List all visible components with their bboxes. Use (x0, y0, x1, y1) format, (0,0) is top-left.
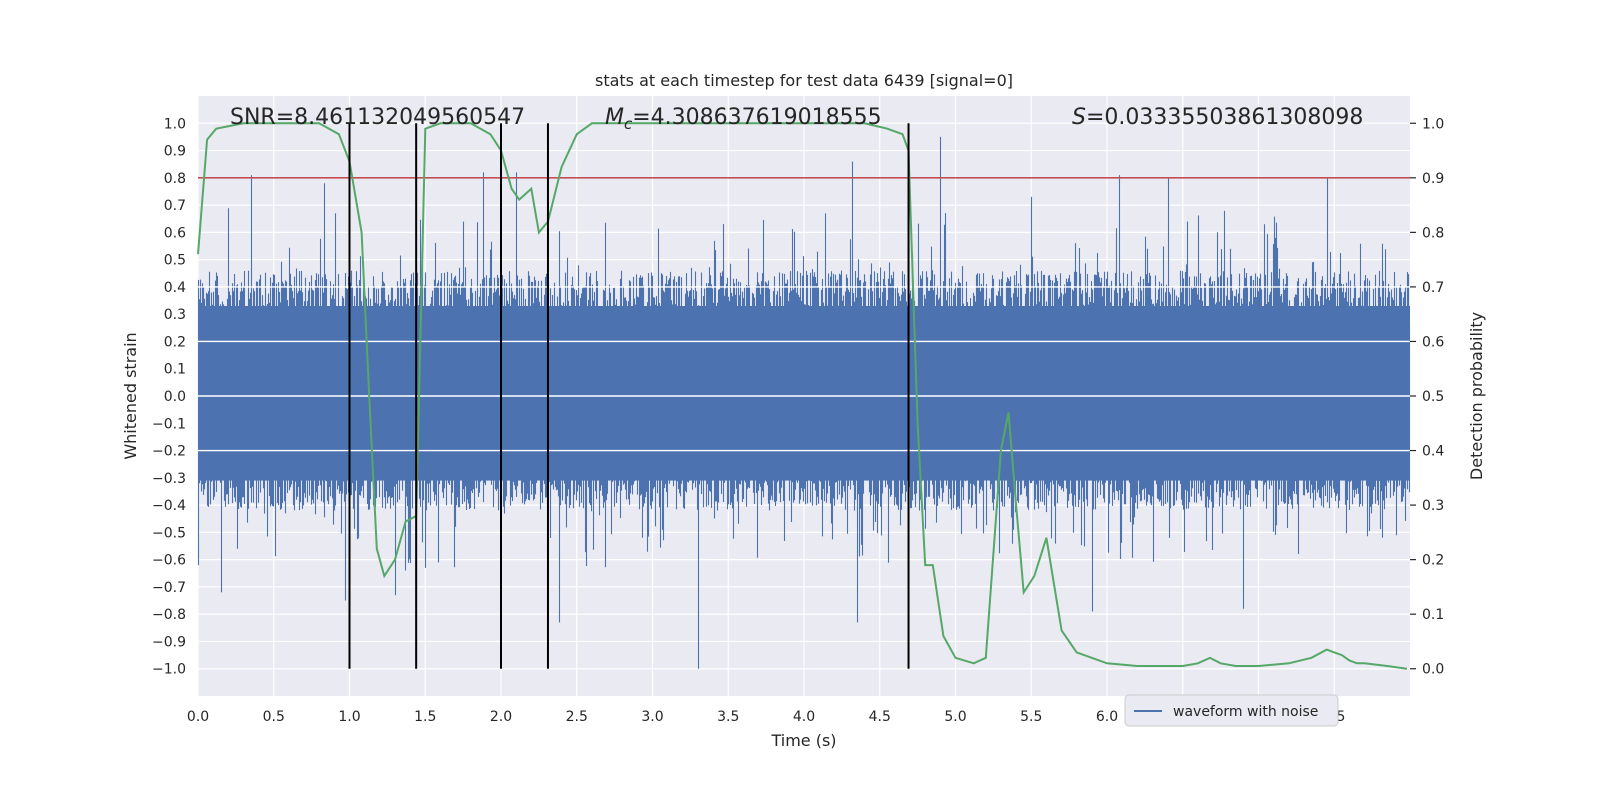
y-axis-label-right: Detection probability (1467, 312, 1486, 480)
waveform-with-noise-series (197, 136, 1411, 669)
x-tick-label: 5.0 (944, 709, 966, 725)
x-tick-label: 6.0 (1096, 709, 1118, 725)
detection-probability-series (197, 122, 1408, 670)
y-left-tick-label: 0.9 (164, 144, 186, 160)
chirp-mass-annotation: Mc=4.308637619018555 (605, 105, 882, 133)
axis-ticks: 0.00.51.01.52.02.53.03.54.04.55.05.56.06… (152, 116, 1444, 725)
y-left-tick-label: −0.9 (152, 634, 186, 650)
statistic-symbol: S (1072, 105, 1086, 130)
legend: waveform with noise (1124, 694, 1339, 727)
y-left-tick-label: 0.0 (164, 389, 186, 405)
y-left-tick-label: 0.8 (164, 171, 186, 187)
y-left-tick-label: 0.1 (164, 362, 186, 378)
chirp-mass-subscript: c (624, 115, 633, 133)
y-right-tick-label: 0.0 (1422, 662, 1444, 678)
y-left-tick-label: −0.5 (152, 525, 186, 541)
y-right-tick-label: 0.4 (1422, 444, 1444, 460)
detection-probability-line (197, 122, 1408, 670)
y-left-tick-label: −0.8 (152, 607, 186, 623)
x-tick-label: 1.0 (338, 709, 360, 725)
y-right-tick-label: 0.5 (1422, 389, 1444, 405)
x-tick-label: 2.0 (490, 709, 512, 725)
y-left-tick-label: −0.6 (152, 553, 186, 569)
x-tick-label: 4.5 (869, 709, 891, 725)
statistic-value: =0.03335503861308098 (1086, 105, 1363, 130)
x-tick-label: 3.0 (641, 709, 663, 725)
y-right-tick-label: 0.6 (1422, 334, 1444, 350)
y-left-tick-label: 0.6 (164, 225, 186, 241)
y-left-tick-label: 0.2 (164, 334, 186, 350)
y-right-tick-label: 0.9 (1422, 171, 1444, 187)
y-left-tick-label: 0.3 (164, 307, 186, 323)
y-right-tick-label: 0.7 (1422, 280, 1444, 296)
y-left-tick-label: 0.5 (164, 253, 186, 269)
statistic-annotation: S=0.03335503861308098 (1072, 105, 1363, 130)
y-left-tick-label: −0.4 (152, 498, 186, 514)
y-right-tick-label: 0.1 (1422, 607, 1444, 623)
y-right-tick-label: 0.3 (1422, 498, 1444, 514)
x-tick-label: 3.5 (717, 709, 739, 725)
vertical-markers (348, 123, 910, 669)
y-left-tick-label: −0.2 (152, 444, 186, 460)
y-left-tick-label: −0.7 (152, 580, 186, 596)
y-right-tick-label: 1.0 (1422, 116, 1444, 132)
y-left-tick-label: 1.0 (164, 116, 186, 132)
legend-box (1124, 694, 1339, 727)
x-tick-label: 4.0 (793, 709, 815, 725)
y-right-tick-label: 0.2 (1422, 553, 1444, 569)
x-tick-label: 1.5 (414, 709, 436, 725)
x-tick-label: 0.0 (187, 709, 209, 725)
x-tick-label: 0.5 (263, 709, 285, 725)
waveform-core-band (198, 306, 1410, 481)
y-left-tick-label: 0.4 (164, 280, 186, 296)
y-left-tick-label: −1.0 (152, 662, 186, 678)
y-left-tick-label: −0.3 (152, 471, 186, 487)
x-tick-label: 2.5 (566, 709, 588, 725)
chirp-mass-symbol: M (605, 105, 624, 130)
x-axis-label: Time (s) (770, 731, 836, 750)
chart-title: stats at each timestep for test data 643… (595, 71, 1013, 90)
y-left-tick-label: −0.1 (152, 416, 186, 432)
chirp-mass-value: =4.308637619018555 (632, 105, 881, 130)
snr-annotation: SNR=8.461132049560547 (230, 105, 525, 130)
x-tick-label: 5.5 (1020, 709, 1042, 725)
y-right-tick-label: 0.8 (1422, 225, 1444, 241)
y-left-tick-label: 0.7 (164, 198, 186, 214)
legend-label-waveform: waveform with noise (1173, 704, 1318, 720)
y-axis-label-left: Whitened strain (121, 332, 140, 459)
